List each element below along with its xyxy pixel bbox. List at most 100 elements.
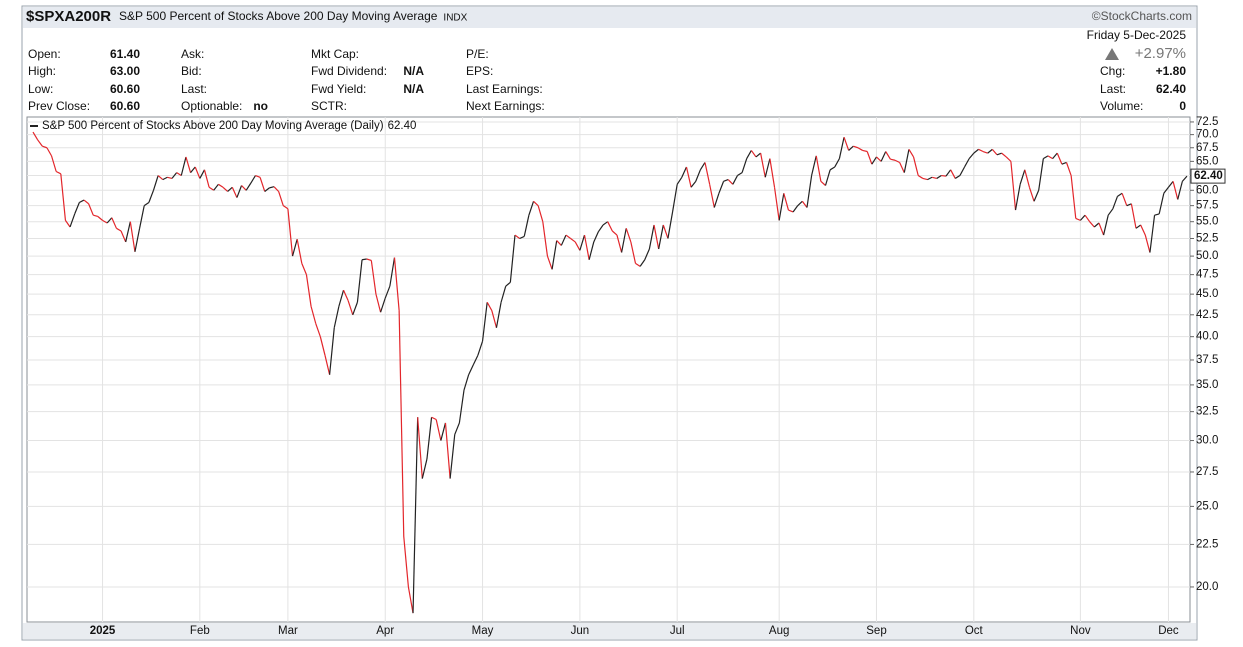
line-segment (750, 150, 757, 158)
line-segment (69, 213, 76, 228)
line-segment (857, 147, 863, 151)
line-segment (180, 156, 187, 176)
line-segment (273, 186, 280, 192)
line-segment (458, 390, 465, 424)
line-segment (1028, 187, 1035, 202)
line-segment (315, 323, 321, 337)
line-segment (917, 175, 924, 179)
line-segment (662, 224, 669, 239)
line-segment (426, 417, 433, 460)
line-segment (1001, 152, 1007, 158)
line-segment (1056, 152, 1063, 165)
y-tick-label: 70.0 (1196, 129, 1218, 141)
line-segment (449, 434, 456, 479)
line-segment (157, 175, 164, 181)
line-segment (505, 281, 511, 287)
line-segment (329, 327, 335, 375)
line-segment (407, 586, 414, 614)
line-segment (64, 220, 71, 228)
line-segment (1019, 169, 1026, 185)
line-segment (630, 241, 637, 264)
line-segment (1135, 224, 1142, 229)
line-segment (834, 158, 840, 168)
quote-label: EPS: (466, 64, 493, 78)
line-segment (319, 336, 326, 356)
quote-label: P/E: (466, 47, 489, 61)
line-segment (514, 234, 520, 239)
line-segment (625, 228, 632, 243)
quote-label: Fwd Yield: (311, 82, 366, 96)
line-segment (203, 169, 210, 188)
line-segment (46, 147, 53, 157)
line-segment (820, 180, 826, 186)
line-segment (987, 148, 993, 154)
line-segment (356, 259, 363, 303)
y-tick-label: 35.0 (1196, 379, 1218, 391)
line-segment (305, 274, 312, 307)
y-tick-label: 55.0 (1196, 216, 1218, 228)
x-tick-label: Nov (1070, 625, 1091, 637)
line-segment (218, 183, 224, 188)
y-tick-label: 22.5 (1196, 538, 1218, 550)
line-segment (890, 158, 896, 161)
line-segment (1107, 208, 1114, 216)
y-tick-label: 72.5 (1196, 116, 1218, 128)
line-segment (477, 341, 484, 356)
x-tick-label: May (472, 625, 494, 637)
y-tick-label: 27.5 (1196, 466, 1218, 478)
line-segment (342, 289, 349, 301)
line-segment (1130, 203, 1137, 229)
y-tick-label: 57.5 (1196, 200, 1218, 212)
line-segment (245, 182, 252, 191)
line-segment (152, 175, 159, 191)
line-segment (671, 184, 678, 213)
line-segment (848, 145, 854, 151)
y-tick-label: 32.5 (1196, 406, 1218, 418)
line-segment (959, 166, 966, 176)
change-percent: +2.97% (1135, 45, 1186, 62)
line-segment (746, 150, 752, 159)
line-segment (560, 234, 567, 246)
line-segment (639, 259, 646, 267)
last-value-box (1190, 168, 1226, 184)
line-segment (778, 193, 785, 221)
y-tick-label: 67.5 (1196, 142, 1218, 154)
line-segment (1158, 193, 1165, 215)
line-segment (741, 158, 748, 173)
quote-label: Last Earnings: (466, 82, 543, 96)
stat-label: Volume: (1100, 99, 1143, 113)
last-value-label: 62.40 (1194, 170, 1223, 182)
line-segment (1052, 152, 1058, 159)
line-segment (912, 156, 919, 176)
line-segment (588, 241, 595, 260)
line-segment (648, 224, 655, 250)
line-segment (783, 193, 790, 211)
line-segment (704, 162, 711, 185)
quote-label: Fwd Dividend: (311, 64, 387, 78)
y-tick-label: 52.5 (1196, 233, 1218, 245)
line-segment (801, 200, 808, 208)
line-segment (824, 169, 831, 186)
line-segment (769, 158, 776, 188)
x-tick-label: Oct (965, 625, 984, 637)
line-segment (1070, 175, 1077, 219)
line-segment (792, 205, 799, 213)
line-segment (60, 173, 67, 221)
line-segment (148, 190, 155, 203)
line-segment (695, 169, 701, 182)
quote-label: Open: (28, 47, 61, 61)
x-tick-label: Dec (1158, 625, 1179, 637)
quote-value: 60.60 (110, 99, 140, 113)
line-segment (440, 422, 447, 441)
line-segment (55, 170, 62, 175)
line-segment (1177, 181, 1183, 200)
line-segment (50, 155, 57, 172)
line-segment (93, 214, 99, 218)
line-segment (421, 458, 428, 479)
quote-label: Ask: (181, 47, 204, 61)
line-segment (227, 186, 233, 192)
y-tick-label: 20.0 (1196, 581, 1218, 593)
line-segment (737, 172, 743, 177)
line-segment (291, 239, 298, 257)
